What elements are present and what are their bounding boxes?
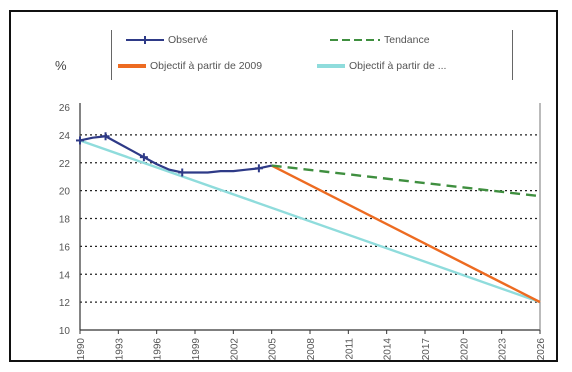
- legend-label-tendance: Tendance: [384, 34, 430, 46]
- x-tick-label: 2002: [229, 338, 240, 361]
- dashed-line-icon: [330, 39, 380, 41]
- y-tick-label: 20: [59, 187, 71, 198]
- x-tick-label: 2023: [498, 338, 509, 361]
- x-tick-label: 1999: [191, 338, 202, 361]
- x-tick-label: 2020: [459, 338, 470, 361]
- y-tick-label: 18: [59, 215, 71, 226]
- x-tick-label: 1993: [114, 338, 125, 361]
- line-icon: [317, 64, 345, 68]
- x-tick-label: 2008: [306, 338, 317, 361]
- x-tick-label: 1996: [153, 338, 164, 361]
- x-tick-label: 2026: [536, 338, 547, 361]
- x-tick-label: 1990: [76, 338, 87, 361]
- y-tick-label: 24: [59, 131, 71, 142]
- y-tick-label: 12: [59, 298, 71, 309]
- y-unit-label: %: [55, 58, 67, 73]
- chart-frame: [9, 10, 558, 362]
- legend-item-objectif-other: Objectif à partir de ...: [317, 60, 446, 72]
- legend-label-objectif-other: Objectif à partir de ...: [349, 60, 447, 72]
- series-line-observe: [79, 135, 272, 174]
- y-tick-label: 10: [59, 326, 71, 337]
- x-tick-label: 2005: [268, 338, 279, 361]
- x-tick-label: 2011: [344, 338, 355, 360]
- legend-label-objectif-2009: Objectif à partir de 2009: [150, 60, 263, 72]
- legend-item-observe: Observé: [126, 34, 208, 46]
- legend-item-tendance: Tendance: [330, 34, 430, 46]
- y-tick-label: 16: [59, 242, 71, 253]
- x-tick-label: 2017: [421, 338, 432, 361]
- x-tick-label: 2014: [383, 338, 394, 361]
- y-tick-label: 14: [59, 270, 71, 281]
- series-line-objectif-other: [79, 139, 541, 304]
- y-tick-label: 22: [59, 159, 71, 170]
- legend-label-observe: Observé: [168, 34, 208, 46]
- line-with-plus-marker-icon: [126, 36, 164, 44]
- series-line-tendance: [271, 164, 541, 198]
- series-line-objectif-2009: [271, 164, 541, 304]
- y-tick-label: 26: [59, 103, 71, 114]
- legend-item-objectif-2009: Objectif à partir de 2009: [118, 60, 262, 72]
- legend: Observé Tendance Objectif à partir de 20…: [111, 30, 513, 80]
- line-icon: [118, 64, 146, 68]
